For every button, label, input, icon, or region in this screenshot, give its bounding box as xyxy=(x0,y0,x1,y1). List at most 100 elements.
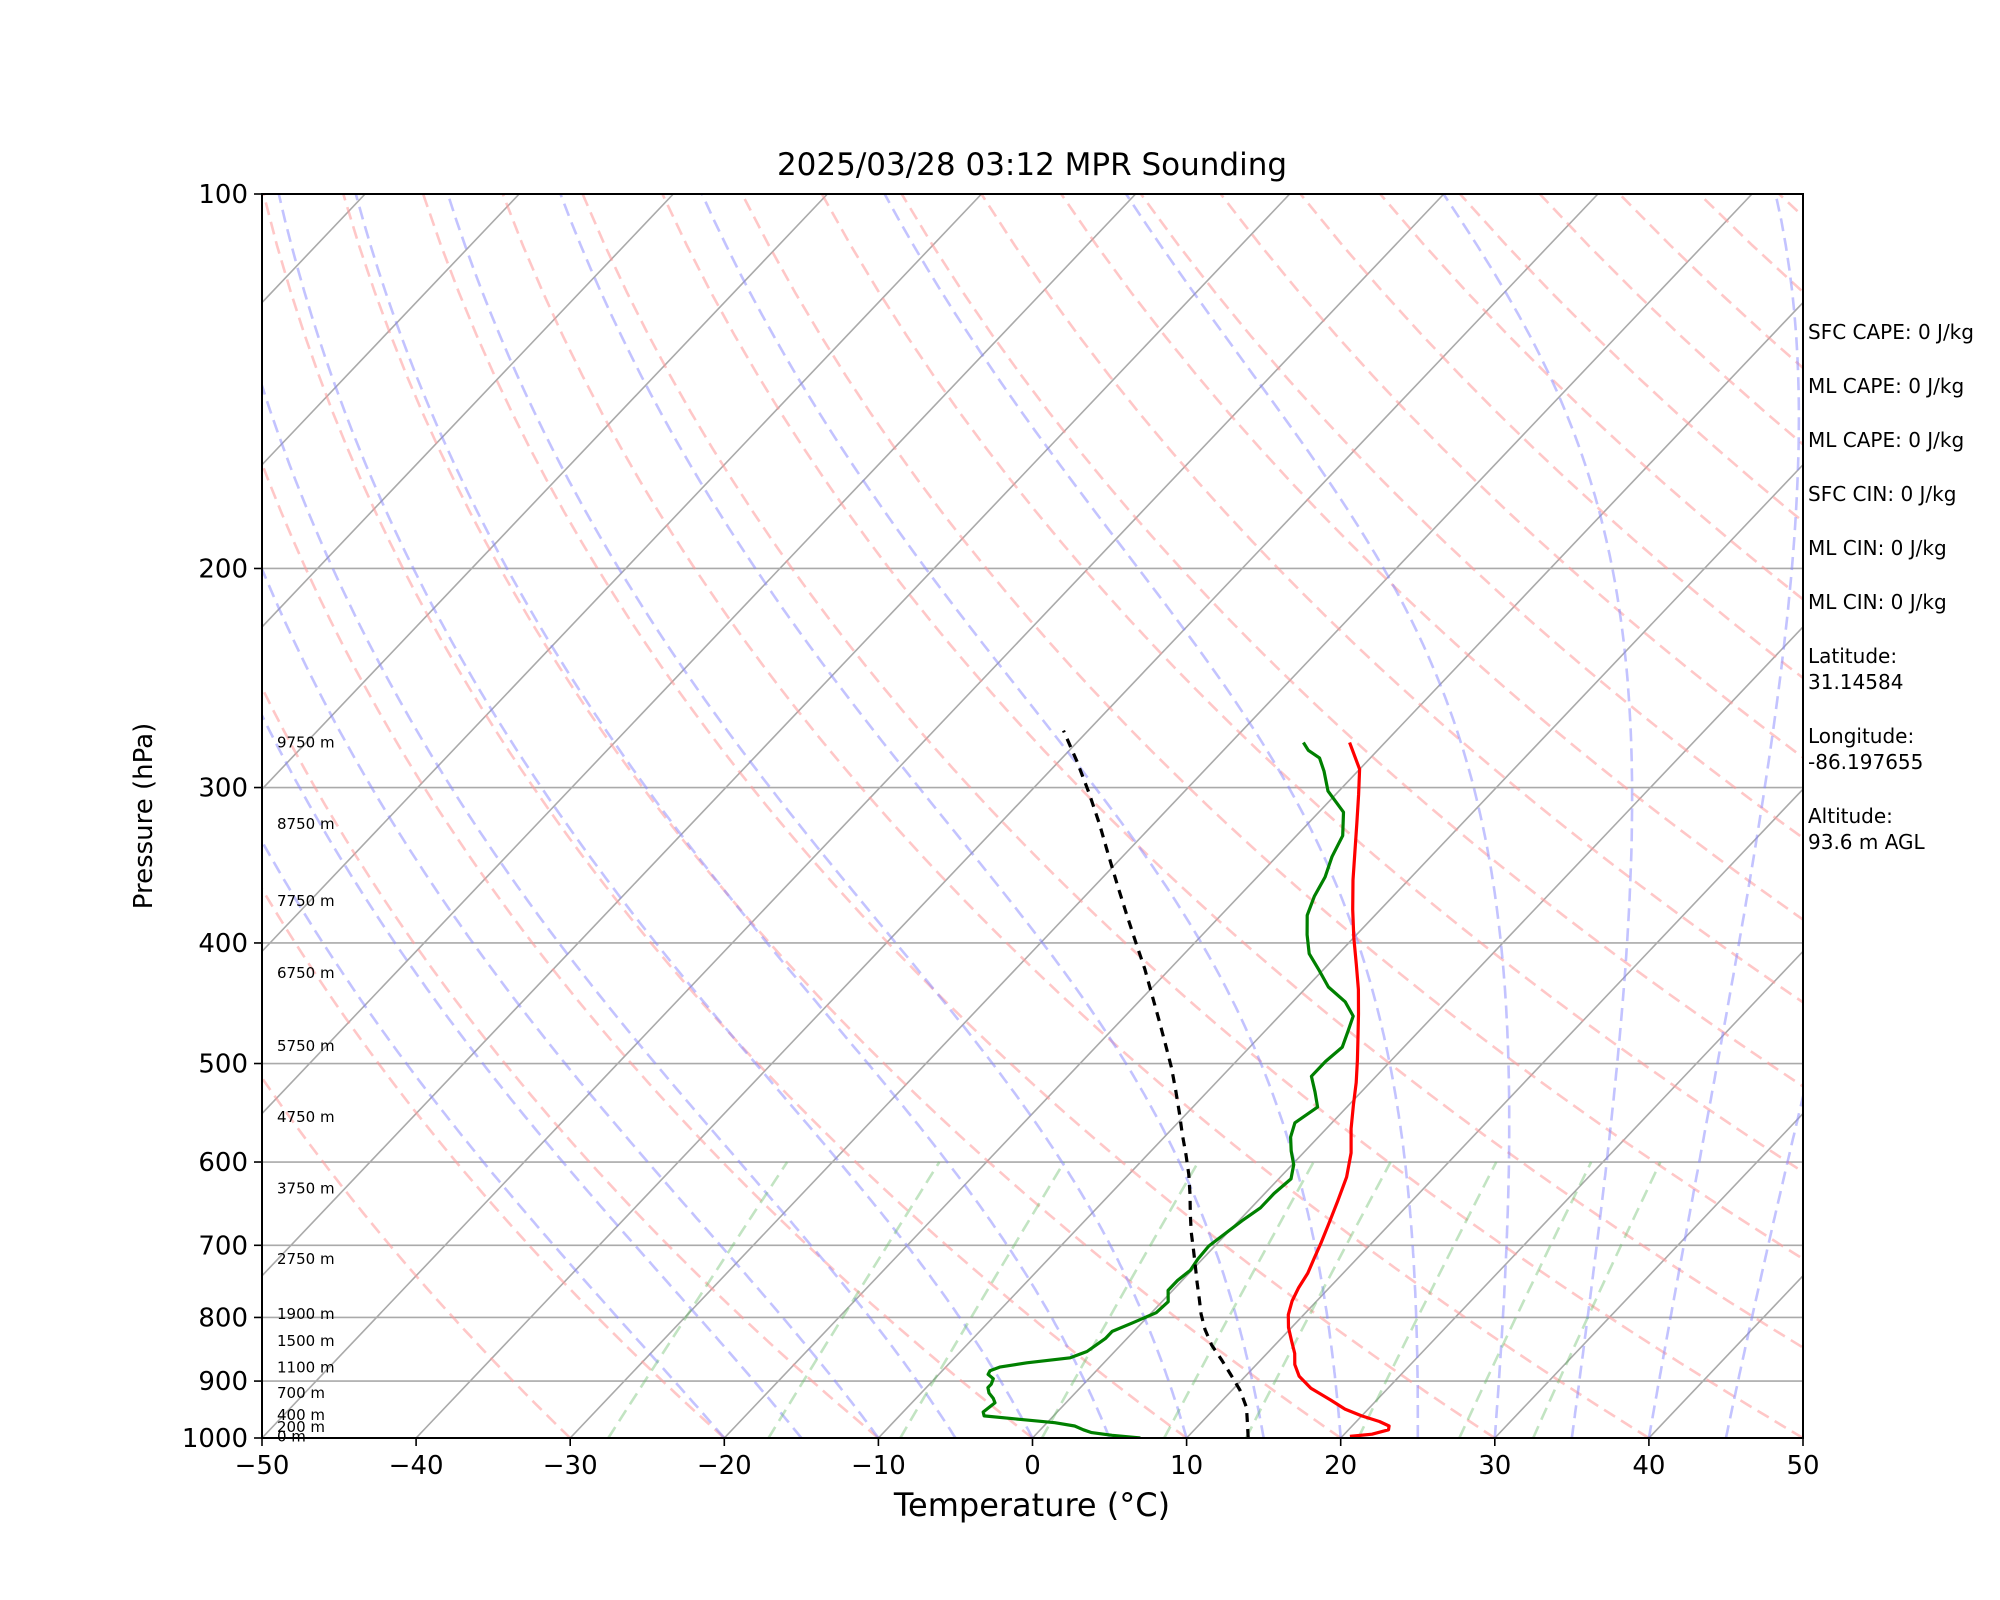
moist-adiabat xyxy=(446,194,1188,1438)
chart-title: 2025/03/28 03:12 MPR Sounding xyxy=(777,147,1287,183)
x-tick-label: 0 xyxy=(1024,1451,1041,1481)
isotherm-line xyxy=(262,194,674,629)
temperature-line xyxy=(1286,741,1391,1438)
height-label: 400 m xyxy=(277,1406,325,1424)
sfc-cape-text: SFC CAPE: 0 J/kg xyxy=(1808,320,1974,344)
moist-adiabat xyxy=(883,194,1420,1438)
altitude-label: Altitude: xyxy=(1808,804,1893,828)
moist-adiabat xyxy=(262,712,803,1438)
y-axis-label: Pressure (hPa) xyxy=(129,723,159,910)
x-tick-label: 40 xyxy=(1632,1451,1665,1481)
x-tick-label: 30 xyxy=(1478,1451,1511,1481)
height-label: 5750 m xyxy=(277,1037,335,1055)
moist-adiabat xyxy=(262,565,880,1438)
x-tick-label: 10 xyxy=(1170,1451,1203,1481)
y-tick-label: 300 xyxy=(198,774,248,804)
mixing-ratio-line xyxy=(1532,1161,1662,1438)
isotherm-line xyxy=(0,194,57,1438)
y-tick-label: 700 xyxy=(198,1231,248,1261)
profile-lines xyxy=(981,729,1391,1438)
altitude-value: 93.6 m AGL xyxy=(1808,830,1925,854)
mixing-ratio-line xyxy=(1163,1161,1315,1438)
mixing-ratio-line xyxy=(607,1161,789,1438)
moist-adiabat xyxy=(1442,194,1634,1438)
latitude-value: 31.14584 xyxy=(1808,670,1904,694)
mixing-ratio-line xyxy=(1357,1161,1498,1438)
dry-adiabat xyxy=(501,194,1650,1438)
mixing-ratio-line xyxy=(767,1161,941,1438)
x-tick-label: −30 xyxy=(543,1451,598,1481)
dry-adiabat xyxy=(342,194,1342,1438)
height-label: 9750 m xyxy=(277,733,335,751)
dry-adiabat xyxy=(262,459,1034,1438)
sfc-cin-text: SFC CIN: 0 J/kg xyxy=(1808,482,1957,506)
isotherm-line xyxy=(262,194,828,791)
x-tick-label: 50 xyxy=(1786,1451,1819,1481)
moist-adiabat xyxy=(262,838,726,1438)
dry-adiabat xyxy=(262,194,1188,1438)
y-tick-label: 900 xyxy=(198,1367,248,1397)
dry-adiabat xyxy=(740,194,1803,1261)
x-tick-label: −20 xyxy=(697,1451,752,1481)
y-tick-label: 200 xyxy=(198,554,248,584)
height-label: 4750 m xyxy=(277,1108,335,1126)
y-tick-label: 100 xyxy=(198,180,248,210)
moist-adiabat xyxy=(700,194,1342,1438)
height-label: 8750 m xyxy=(277,815,335,833)
x-tick-label: −50 xyxy=(235,1451,290,1481)
mixing-ratio-line xyxy=(899,1161,1066,1438)
height-label: 0 m xyxy=(277,1427,306,1445)
dry-adiabat xyxy=(262,684,880,1438)
height-label: 1900 m xyxy=(277,1305,335,1323)
x-tick-label: 20 xyxy=(1324,1451,1357,1481)
dry-adiabat xyxy=(900,194,1803,1088)
isotherm-line xyxy=(0,194,211,1438)
dry-adiabat xyxy=(1139,194,1803,840)
ml-cin-text: ML CIN: 0 J/kg xyxy=(1808,536,1947,560)
height-label: 7750 m xyxy=(277,892,335,910)
isotherm-line xyxy=(262,194,520,466)
ml-cin-text-2: ML CIN: 0 J/kg xyxy=(1808,590,1947,614)
isotherm-line xyxy=(569,194,1753,1438)
x-tick-label: −40 xyxy=(389,1451,444,1481)
height-label: 3750 m xyxy=(277,1179,335,1197)
isotherm-line xyxy=(723,301,1803,1438)
mixing-ratio-line xyxy=(1244,1161,1392,1438)
height-label: 1100 m xyxy=(277,1359,335,1377)
dry-adiabat xyxy=(262,1075,572,1438)
height-label: 200 m xyxy=(277,1418,325,1436)
background-lines xyxy=(0,194,1803,1438)
height-label: 1500 m xyxy=(277,1332,335,1350)
dry-adiabat xyxy=(581,194,1803,1438)
isotherm-line xyxy=(262,194,983,953)
dewpoint-line xyxy=(981,741,1355,1438)
isotherm-line xyxy=(1340,950,1803,1438)
y-tick-label: 500 xyxy=(198,1050,248,1080)
moist-adiabat xyxy=(1125,194,1511,1438)
longitude-value: -86.197655 xyxy=(1808,750,1924,774)
y-tick-label: 600 xyxy=(198,1148,248,1178)
ml-cape-text-2: ML CAPE: 0 J/kg xyxy=(1808,428,1965,452)
moist-adiabat xyxy=(262,381,957,1438)
moist-adiabat xyxy=(1724,1091,1803,1438)
isotherm-line xyxy=(262,194,1445,1438)
y-tick-label: 800 xyxy=(198,1303,248,1333)
axis-ticks: −50 −40 −30 −20 −10 0 10 20 30 40 50 1000 900 800 700 6… xyxy=(182,180,1820,1481)
height-label: 2750 m xyxy=(277,1250,335,1268)
height-label: 6750 m xyxy=(277,964,335,982)
ml-cape-text: ML CAPE: 0 J/kg xyxy=(1808,374,1965,398)
dry-adiabat xyxy=(1219,194,1803,760)
latitude-label: Latitude: xyxy=(1808,644,1898,668)
dry-adiabat xyxy=(661,194,1803,1350)
y-tick-label: 400 xyxy=(198,929,248,959)
x-axis-label: Temperature (°C) xyxy=(893,1486,1170,1524)
isotherm-line xyxy=(262,194,1137,1115)
isotherm-line xyxy=(262,194,1291,1277)
height-label: 700 m xyxy=(277,1384,325,1402)
plot-frame xyxy=(261,193,1804,1439)
x-tick-label: −10 xyxy=(851,1451,906,1481)
moist-adiabat xyxy=(277,194,1034,1438)
moist-adiabat xyxy=(559,194,1265,1438)
